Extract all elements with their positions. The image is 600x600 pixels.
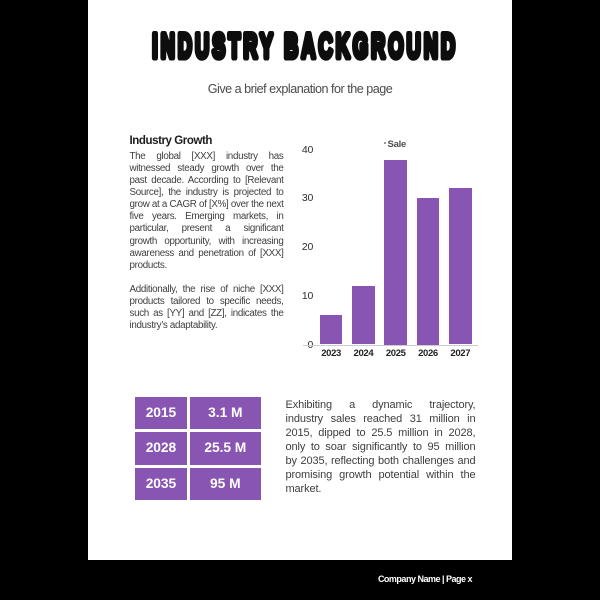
svg-text:INDUSTRY BACKGROUND: INDUSTRY BACKGROUND xyxy=(152,26,458,64)
